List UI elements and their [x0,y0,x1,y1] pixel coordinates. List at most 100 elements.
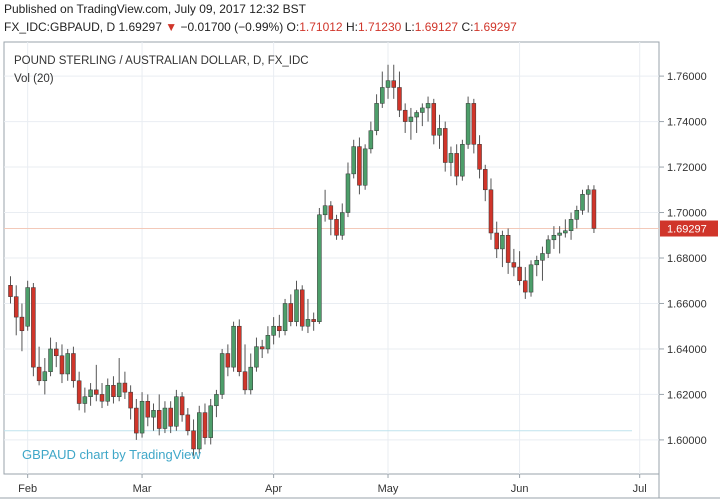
candle-body [408,116,414,122]
time-axis[interactable]: Feb Mar Apr May Jun Jul [18,474,647,495]
candle-down [13,285,19,336]
candle-body [368,130,374,150]
candle-body [425,103,431,109]
candle-down [191,419,196,456]
candle-down [242,344,248,395]
last-price-tag-label: 1.69297 [667,224,707,236]
candle-body [305,319,311,327]
candle-body [179,396,185,416]
candle-up [271,317,276,345]
candle-up [305,298,311,334]
candle-body [259,346,265,350]
candle-down [54,342,59,368]
candle-up [25,280,30,331]
candle-up [425,96,431,122]
price-tick-label: 1.66000 [667,298,707,310]
candle-up [162,401,168,434]
candle-body [111,385,116,397]
down-arrow-icon: ▼ [165,20,178,34]
candle-up [563,219,568,238]
candle-down [94,364,99,402]
candle-body [288,303,294,322]
candle-down [185,408,191,436]
candle-down [202,403,208,445]
open-value: 1.71012 [299,20,343,34]
candle-down [517,251,522,286]
price-tick-label: 1.74000 [667,117,707,129]
candle-body [225,353,231,368]
candle-body [528,264,534,293]
watermark-text: GBPAUD chart by TradingView [22,447,201,462]
price-axis[interactable]: 1.60000 1.62000 1.64000 1.66000 1.68000 1.700… [659,71,707,447]
candle-body [94,389,99,395]
candle-body [322,205,328,216]
candle-down [59,344,65,384]
candle-body [145,400,151,418]
candle-up [116,358,122,402]
candle-body [357,146,362,186]
candle-body [591,189,597,229]
candle-down [402,103,408,133]
candle-up [351,139,356,179]
candle-down [31,283,36,377]
candle-up [151,403,156,431]
candle-up [460,139,465,181]
candle-body [237,325,242,372]
candle-body [214,394,219,407]
candle-body [380,87,385,104]
candle-body [168,407,173,427]
candle-down [477,135,482,179]
candle-up [340,203,345,240]
candle-up [88,383,93,406]
candle-up [65,348,70,381]
candle-up [574,205,580,229]
candle-body [557,232,562,236]
published-text: Published on TradingView.com, July 09, 2… [4,2,306,16]
candle-down [134,398,139,440]
candle-body [88,389,93,397]
candle-up [528,260,534,297]
candle-up [414,110,419,133]
candle-down [259,339,265,359]
candle-up [231,321,236,372]
candle-body [460,144,465,177]
candle-body [271,325,276,336]
candle-body [99,394,105,402]
candle-body [48,348,53,372]
candle-body [340,212,345,236]
candle-body [174,396,179,427]
candle-body [54,348,59,357]
candle-body [277,325,282,332]
candle-down [299,285,305,331]
open-label: O: [286,20,300,34]
candle-body [82,396,88,404]
change-text: −0.01700 (−0.99%) [180,20,284,34]
candle-body [42,371,48,382]
candle-up [374,94,379,136]
price-tick-label: 1.68000 [667,253,707,265]
candle-up [545,235,551,258]
candle-up [214,389,219,418]
candle-up [254,337,259,372]
candle-up [248,353,253,395]
candle-down [76,371,82,411]
candle-body [397,87,402,111]
candle-down [357,137,362,195]
candle-down [99,383,105,409]
candle-up [48,337,53,377]
candle-body [420,107,425,113]
candle-up [265,326,271,354]
candle-down [391,64,396,99]
candle-body [128,391,133,409]
candle-up [368,121,374,154]
candle-down [523,267,528,299]
candle-up [294,280,299,327]
candle-down [111,376,116,404]
low-label: L: [404,20,415,34]
candle-down [483,164,488,202]
candle-up [408,107,414,140]
candle-down [288,294,294,327]
candle-body [534,260,539,266]
candle-body [265,335,271,350]
